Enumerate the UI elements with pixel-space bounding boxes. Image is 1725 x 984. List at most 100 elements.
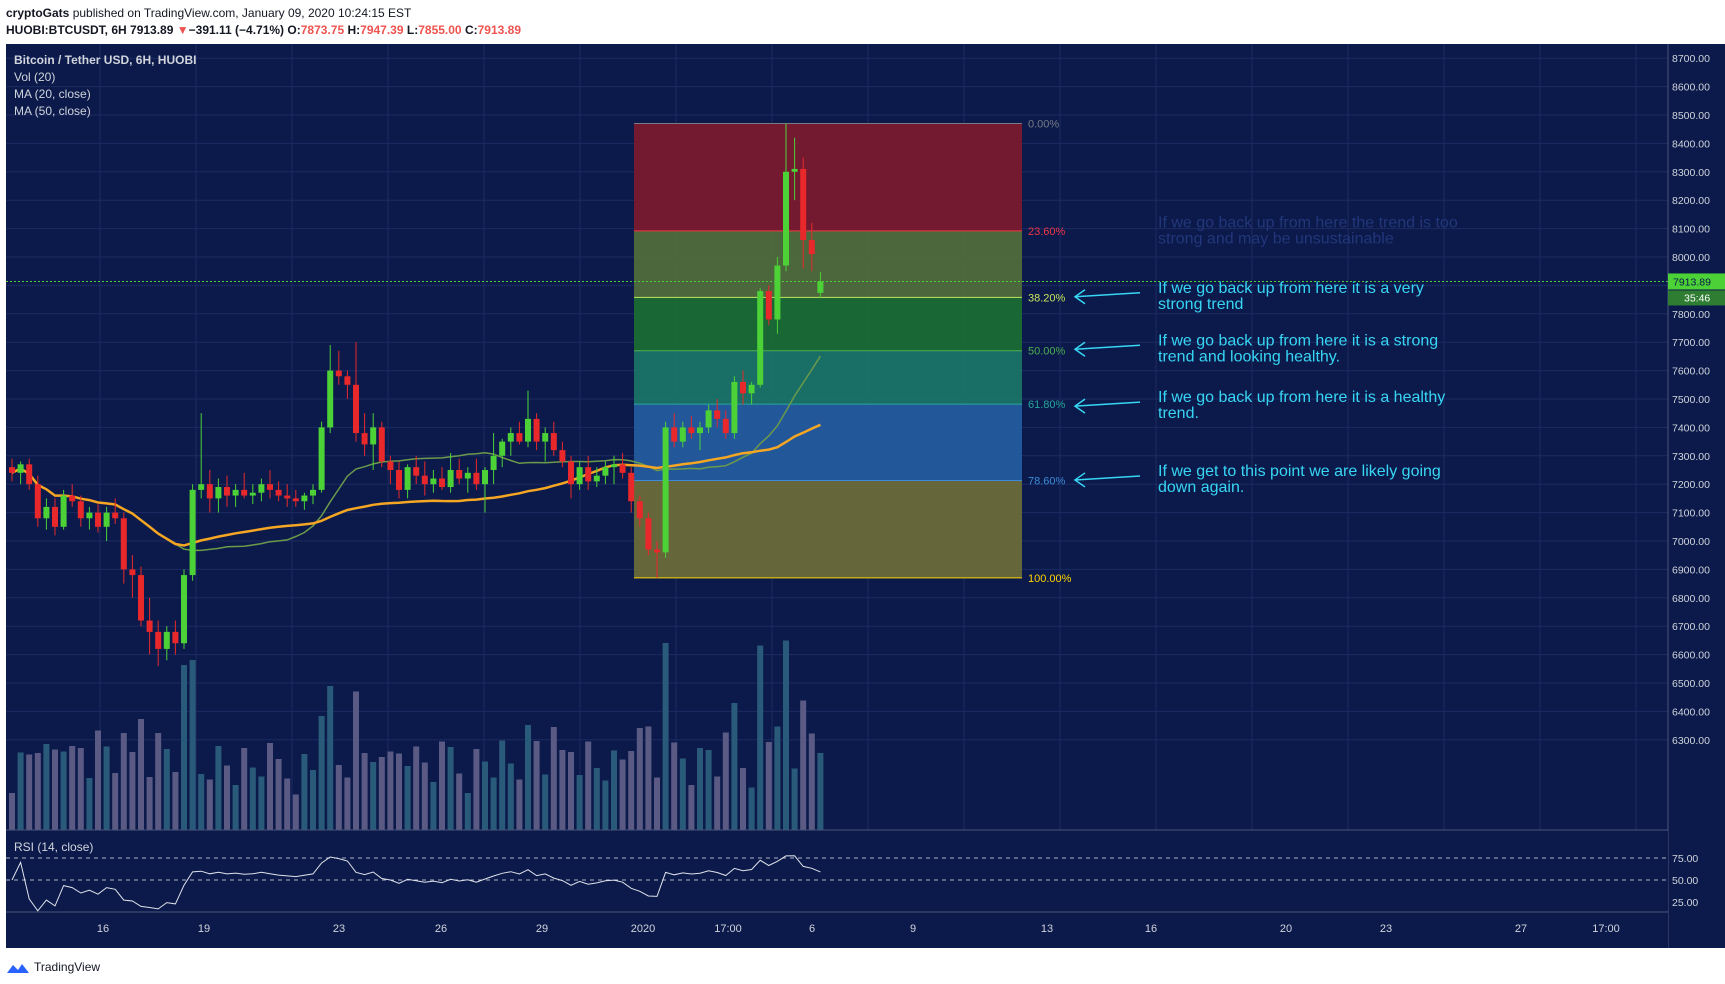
candle-body: [482, 470, 488, 485]
candle-body: [155, 631, 162, 649]
candle-body: [602, 467, 609, 476]
volume-bar: [163, 749, 170, 830]
volume-bar: [26, 754, 33, 830]
price-tick-label: 6300.00: [1672, 735, 1710, 747]
rsi-label: RSI (14, close): [14, 840, 93, 854]
time-tick-label: 6: [809, 923, 815, 935]
volume-bar: [86, 778, 93, 830]
volume-bar: [95, 730, 101, 830]
candle-body: [172, 631, 179, 644]
price-tick-label: 8200.00: [1672, 195, 1710, 207]
rsi-pane[interactable]: 75.00 50.00 25.00 RSI (14, close): [6, 829, 1698, 912]
volume-bar: [619, 759, 626, 830]
candle-body: [206, 484, 213, 499]
volume-bar: [344, 777, 351, 830]
volume-bar: [447, 747, 454, 830]
chart-canvas[interactable]: 0.00% 23.60% 38.20% 50.00% 61.80% 78.60% 100.0…: [0, 44, 1725, 952]
volume-bar: [112, 773, 119, 830]
volume-bar: [413, 746, 420, 830]
arrow-head-icon: [1073, 341, 1086, 357]
candle-body: [267, 484, 273, 490]
publish-header: cryptoGats published on TradingView.com,…: [0, 0, 1725, 44]
time-tick-label: 16: [1145, 923, 1157, 935]
time-axis[interactable]: 16 19 23 26 29 2020 17:00 6 9 13 16 20 23 27 17:00: [6, 911, 1668, 948]
fib-level-label: 38.20%: [1028, 292, 1066, 304]
candle-body: [499, 441, 506, 456]
volume-bar: [172, 772, 179, 830]
volume-bar: [748, 787, 755, 830]
footer-brand[interactable]: TradingView: [34, 960, 101, 974]
candle-body: [241, 489, 248, 496]
volume-bar: [17, 752, 24, 830]
candle-body: [146, 620, 153, 632]
candle-body: [714, 410, 721, 419]
close-label: C:: [464, 23, 478, 37]
fib-zone: [634, 297, 1022, 351]
open-label: O:: [287, 23, 301, 37]
published-text: published on TradingView.com, January 09…: [72, 6, 412, 20]
price-tick-label: 7800.00: [1672, 309, 1710, 321]
volume-bar: [267, 743, 273, 830]
volume-bar: [705, 750, 712, 830]
candle-body: [378, 427, 385, 462]
volume-bar: [679, 758, 686, 830]
candle-body: [232, 489, 239, 496]
price-axis[interactable]: 8700.00 8600.00 8500.00 8400.00 8300.00 8200.…: [1667, 44, 1725, 948]
candle-body: [645, 518, 652, 550]
volume-bar: [310, 770, 316, 830]
volume-bar: [490, 777, 497, 830]
volume-bar: [387, 751, 394, 830]
candle-body: [43, 506, 50, 519]
volume-bar: [69, 746, 76, 830]
tradingview-logo-icon[interactable]: [6, 961, 30, 975]
annotation-text: down again.: [1158, 479, 1244, 496]
price-tick-label: 7700.00: [1672, 337, 1710, 349]
volume-bar: [103, 746, 110, 830]
price-tick-label: 6500.00: [1672, 678, 1710, 690]
price-axis-bg: [1668, 44, 1725, 948]
author-name[interactable]: cryptoGats: [6, 6, 70, 20]
fib-zone: [634, 350, 1022, 405]
volume-bar: [765, 742, 772, 830]
candle-body: [473, 472, 480, 485]
candle-body: [112, 512, 119, 519]
price-tick-label: 6800.00: [1672, 593, 1710, 605]
fibonacci-retracement[interactable]: 0.00% 23.60% 38.20% 50.00% 61.80% 78.60% 100.0…: [634, 119, 1072, 585]
candle-body: [327, 370, 334, 428]
time-tick-label: 17:00: [714, 923, 742, 935]
volume-bar: [697, 748, 703, 830]
annotation-text: trend.: [1158, 405, 1199, 422]
volume-bar: [146, 777, 153, 830]
volume-bar: [800, 700, 807, 830]
volume-bar: [430, 782, 437, 830]
candle-body: [550, 433, 557, 451]
candle-body: [335, 370, 342, 377]
candle-body: [430, 478, 437, 485]
candle-body: [370, 427, 377, 445]
candle-body: [215, 487, 222, 499]
candle-body: [568, 461, 574, 485]
volume-bar: [404, 766, 411, 830]
fib-level-label: 50.00%: [1028, 346, 1066, 358]
fib-level-label: 23.60%: [1028, 226, 1066, 238]
time-tick-label: 23: [333, 923, 345, 935]
fib-zone: [634, 123, 1022, 231]
volume-bar: [662, 643, 669, 830]
candle-body: [783, 171, 789, 266]
candle-body: [396, 470, 402, 490]
volume-bar: [361, 753, 368, 830]
low-label: L:: [406, 23, 419, 37]
price-tick-label: 8400.00: [1672, 138, 1710, 150]
time-tick-label: 27: [1515, 923, 1527, 935]
fib-zone: [634, 480, 1022, 578]
candle-body: [52, 506, 58, 527]
candle-body: [258, 484, 265, 493]
candle-body: [490, 455, 497, 470]
legend-ma20: MA (20, close): [14, 87, 91, 101]
candle-body: [516, 433, 523, 442]
candlestick-series[interactable]: [6, 123, 1668, 666]
annotations[interactable]: If we go back up from here the trend is …: [1073, 214, 1458, 496]
volume-bar: [542, 774, 549, 830]
volume-bar: [129, 752, 136, 830]
volume-bar: [318, 716, 325, 830]
